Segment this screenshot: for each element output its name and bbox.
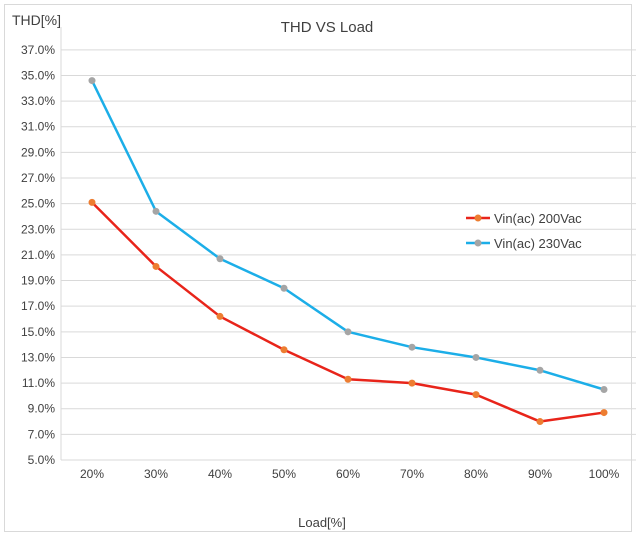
chart-title: THD VS Load	[281, 19, 374, 36]
data-point	[152, 262, 160, 270]
data-point	[408, 343, 416, 351]
y-tick-label: 35.0%	[21, 68, 55, 82]
y-tick-label: 15.0%	[21, 325, 55, 339]
data-point	[280, 346, 288, 354]
y-tick-label: 33.0%	[21, 94, 55, 108]
y-tick-label: 9.0%	[28, 402, 56, 416]
y-tick-label: 13.0%	[21, 350, 55, 364]
y-tick-label: 19.0%	[21, 274, 55, 288]
legend-marker-2	[474, 239, 482, 247]
x-tick-label: 20%	[80, 467, 104, 481]
y-axis-label: THD[%]	[12, 12, 61, 28]
x-tick-label: 50%	[272, 467, 296, 481]
gridlines	[60, 27, 636, 461]
x-tick-label: 30%	[144, 467, 168, 481]
data-point	[344, 328, 352, 336]
x-tick-label: 60%	[336, 467, 360, 481]
x-tick-label: 90%	[528, 467, 552, 481]
data-point	[536, 418, 544, 426]
x-axis-label: Load[%]	[298, 515, 346, 530]
y-tick-label: 11.0%	[22, 376, 55, 390]
y-tick-label: 21.0%	[21, 248, 55, 262]
y-tick-label: 23.0%	[21, 222, 55, 236]
data-point	[88, 77, 96, 85]
x-tick-labels: 20% 30% 40% 50% 60% 70% 80% 90% 100%	[80, 467, 620, 481]
legend-label-2: Vin(ac) 230Vac	[494, 236, 582, 251]
y-tick-label: 27.0%	[21, 171, 55, 185]
legend-marker-1	[474, 214, 482, 222]
data-point	[280, 284, 288, 292]
data-point	[216, 255, 224, 263]
legend-label-1: Vin(ac) 200Vac	[494, 211, 582, 226]
data-point	[408, 379, 416, 387]
data-point	[216, 312, 224, 320]
y-tick-label: 7.0%	[28, 427, 56, 441]
x-tick-label: 100%	[589, 467, 620, 481]
y-tick-labels: 5.0% 7.0% 9.0% 11.0% 13.0% 15.0% 17.0% 19.0% 21.…	[21, 43, 55, 467]
x-tick-label: 40%	[208, 467, 232, 481]
data-point	[472, 391, 480, 399]
data-point	[88, 198, 96, 206]
data-point	[152, 207, 160, 215]
legend: Vin(ac) 200Vac Vin(ac) 230Vac	[466, 211, 582, 251]
x-tick-label: 70%	[400, 467, 424, 481]
y-tick-label: 17.0%	[21, 299, 55, 313]
y-tick-label: 31.0%	[21, 120, 55, 134]
chart-frame	[4, 4, 632, 532]
series-group	[88, 77, 608, 426]
y-tick-label: 29.0%	[21, 145, 55, 159]
x-tick-label: 80%	[464, 467, 488, 481]
y-tick-label: 25.0%	[21, 197, 55, 211]
data-point	[344, 375, 352, 383]
data-point	[472, 353, 480, 361]
data-point	[600, 386, 608, 393]
y-tick-label: 5.0%	[28, 453, 56, 467]
y-tick-label: 37.0%	[21, 43, 55, 57]
data-point	[536, 366, 544, 374]
data-point	[600, 409, 608, 417]
